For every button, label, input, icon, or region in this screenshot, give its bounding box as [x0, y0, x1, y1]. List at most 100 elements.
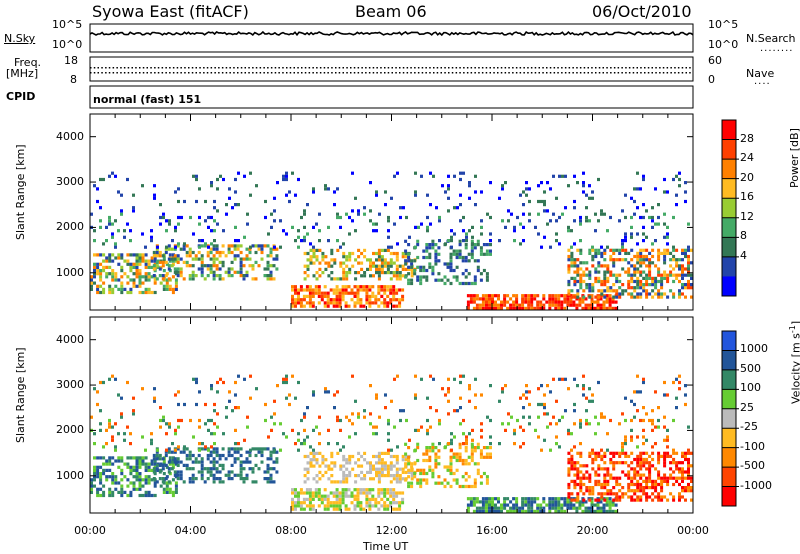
- velocity-cell: [453, 409, 456, 413]
- velocity-cell: [389, 467, 393, 471]
- nave-dot: [444, 72, 446, 74]
- power-cell: [573, 219, 576, 223]
- power-cell: [594, 248, 598, 252]
- velocity-cell: [466, 506, 470, 510]
- power-cell: [663, 248, 667, 252]
- power-cell: [309, 258, 313, 262]
- power-cell: [636, 270, 640, 274]
- nave-dot: [538, 72, 540, 74]
- power-cell: [395, 271, 399, 275]
- power-cell: [215, 247, 219, 251]
- velocity-cell: [581, 503, 585, 507]
- power-cell: [303, 277, 307, 281]
- power-cell: [449, 265, 453, 269]
- power-cell: [481, 300, 485, 304]
- velocity-cell: [173, 470, 177, 474]
- power-cell: [197, 250, 201, 255]
- velocity-cell: [177, 418, 180, 423]
- nave-dot: [331, 72, 333, 74]
- power-cell: [105, 256, 109, 260]
- velocity-cell: [600, 454, 604, 458]
- velocity-cell: [198, 418, 201, 423]
- velocity-cell: [481, 509, 485, 513]
- power-cell: [513, 225, 516, 229]
- freq-dot: [282, 67, 284, 69]
- velocity-cell: [600, 457, 604, 462]
- power-cell: [167, 257, 171, 261]
- power-cell: [323, 291, 327, 295]
- velocity-cell: [551, 500, 555, 504]
- velocity-cell: [147, 468, 151, 472]
- power-cell: [597, 219, 600, 223]
- velocity-cell: [603, 492, 607, 496]
- velocity-cell: [147, 490, 151, 494]
- power-cell: [639, 273, 643, 277]
- power-cell: [651, 261, 655, 265]
- power-cell: [174, 284, 178, 288]
- velocity-cell: [126, 484, 130, 488]
- velocity-cell: [528, 390, 531, 394]
- power-cell: [612, 248, 616, 252]
- velocity-cell: [485, 478, 489, 482]
- power-cell: [542, 306, 546, 310]
- power-cell: [548, 297, 552, 301]
- power-cell: [603, 270, 607, 274]
- power-cell: [90, 284, 93, 288]
- velocity-cell: [275, 470, 279, 474]
- power-cell: [575, 306, 579, 310]
- power-cell: [177, 222, 180, 226]
- power-cell: [291, 301, 294, 305]
- power-cell: [221, 264, 225, 268]
- power-cell: [207, 215, 210, 220]
- velocity-cell: [597, 479, 601, 483]
- power-cell: [539, 306, 543, 310]
- power-cell: [431, 268, 435, 273]
- power-cell: [387, 215, 390, 220]
- power-cell: [168, 259, 172, 263]
- power-cell: [597, 295, 601, 299]
- velocity-cell: [579, 425, 582, 429]
- velocity-cell: [380, 504, 384, 508]
- nave-dot: [97, 72, 99, 74]
- power-cell: [479, 249, 483, 253]
- velocity-cell: [105, 428, 108, 432]
- velocity-cell: [150, 459, 154, 463]
- nave-dot: [572, 72, 574, 74]
- power-cell: [386, 267, 390, 271]
- power-cell: [648, 251, 652, 255]
- freq-dot: [625, 67, 627, 69]
- velocity-cell: [522, 406, 525, 410]
- power-cell: [327, 264, 331, 268]
- power-cell: [576, 273, 580, 277]
- velocity-cell: [387, 418, 390, 423]
- power-cell: [338, 291, 342, 295]
- velocity-colorbar-tick-label: 25: [740, 400, 754, 414]
- velocity-cell: [392, 497, 396, 501]
- power-cell: [165, 229, 168, 233]
- velocity-cell: [413, 471, 417, 476]
- power-cell: [203, 277, 207, 281]
- power-cell: [344, 301, 348, 305]
- nave-dot: [523, 72, 525, 74]
- power-cell: [582, 289, 586, 293]
- power-cell: [593, 300, 597, 304]
- velocity-cell: [162, 418, 165, 423]
- velocity-cell: [210, 432, 213, 436]
- power-cell: [467, 272, 471, 276]
- velocity-cell: [191, 467, 195, 471]
- velocity-cell: [165, 487, 169, 491]
- velocity-cell: [669, 467, 673, 471]
- velocity-cell: [431, 471, 435, 476]
- freq-dot: [417, 67, 420, 69]
- velocity-cell: [663, 393, 666, 397]
- velocity-cell: [108, 422, 111, 426]
- power-cell: [372, 261, 375, 265]
- velocity-cell: [389, 504, 393, 508]
- power-cell: [570, 276, 574, 280]
- velocity-cell: [200, 470, 204, 474]
- power-cell: [357, 209, 360, 213]
- power-cell: [603, 295, 607, 299]
- power-cell: [276, 181, 279, 185]
- power-cell: [330, 264, 334, 268]
- velocity-cell: [195, 380, 198, 385]
